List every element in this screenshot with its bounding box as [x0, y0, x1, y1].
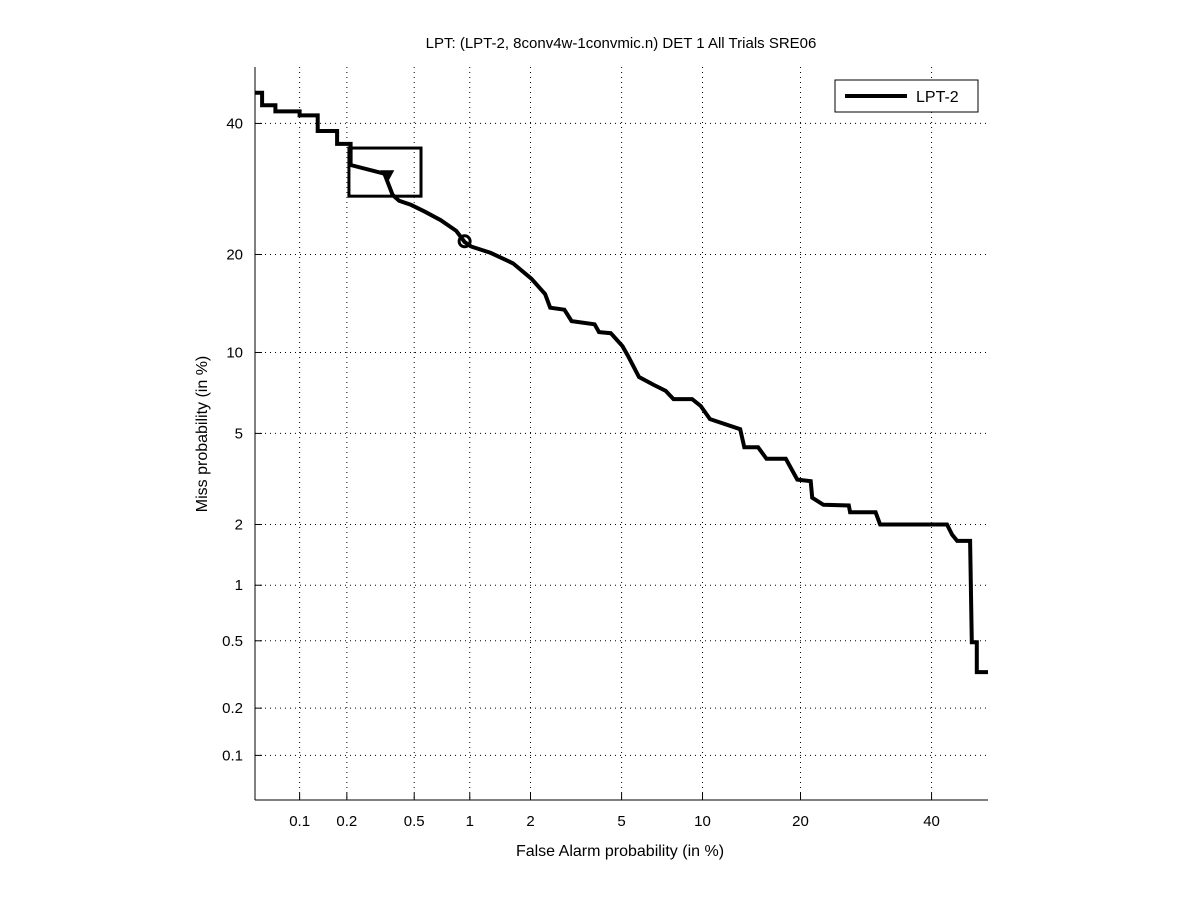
- y-tick-label: 0.5: [222, 633, 243, 650]
- y-tick-label: 2: [235, 516, 243, 533]
- y-tick-label: 0.1: [222, 747, 243, 764]
- legend-label-lpt-2: LPT-2: [916, 89, 959, 106]
- x-axis-label: False Alarm probability (in %): [516, 843, 724, 860]
- y-tick-label: 0.2: [222, 700, 243, 717]
- x-tick-label: 0.1: [289, 813, 310, 830]
- plot-area: [255, 90, 988, 675]
- y-axis-label: Miss probability (in %): [194, 356, 211, 512]
- y-tick-label: 10: [226, 344, 243, 361]
- x-tick-label: 1: [466, 813, 474, 830]
- x-tick-label: 5: [617, 813, 625, 830]
- min-dcf-point-marker: [380, 170, 395, 184]
- confidence-box: [347, 146, 423, 198]
- tick-labels: 0.1 0.2 0.5 1 2 5 10 20 40 0.1 0.2 0.5 1 2 5 10 20 40: [222, 115, 940, 830]
- y-tick-label: 5: [235, 425, 243, 442]
- series-line-lpt-2: [255, 90, 988, 675]
- y-tick-label: 40: [226, 115, 243, 132]
- legend: LPT-2: [834, 79, 979, 113]
- x-tick-label: 20: [792, 813, 809, 830]
- x-tick-label: 0.2: [336, 813, 357, 830]
- chart-title: LPT: (LPT-2, 8conv4w-1convmic.n) DET 1 A…: [426, 35, 817, 52]
- actual-dcf-point-marker: [457, 234, 472, 249]
- x-tick-label: 0.5: [404, 813, 425, 830]
- x-tick-label: 10: [694, 813, 711, 830]
- grid: [255, 67, 988, 800]
- y-tick-label: 1: [235, 577, 243, 594]
- x-tick-label: 2: [526, 813, 534, 830]
- x-tick-label: 40: [923, 813, 940, 830]
- y-tick-label: 20: [226, 246, 243, 263]
